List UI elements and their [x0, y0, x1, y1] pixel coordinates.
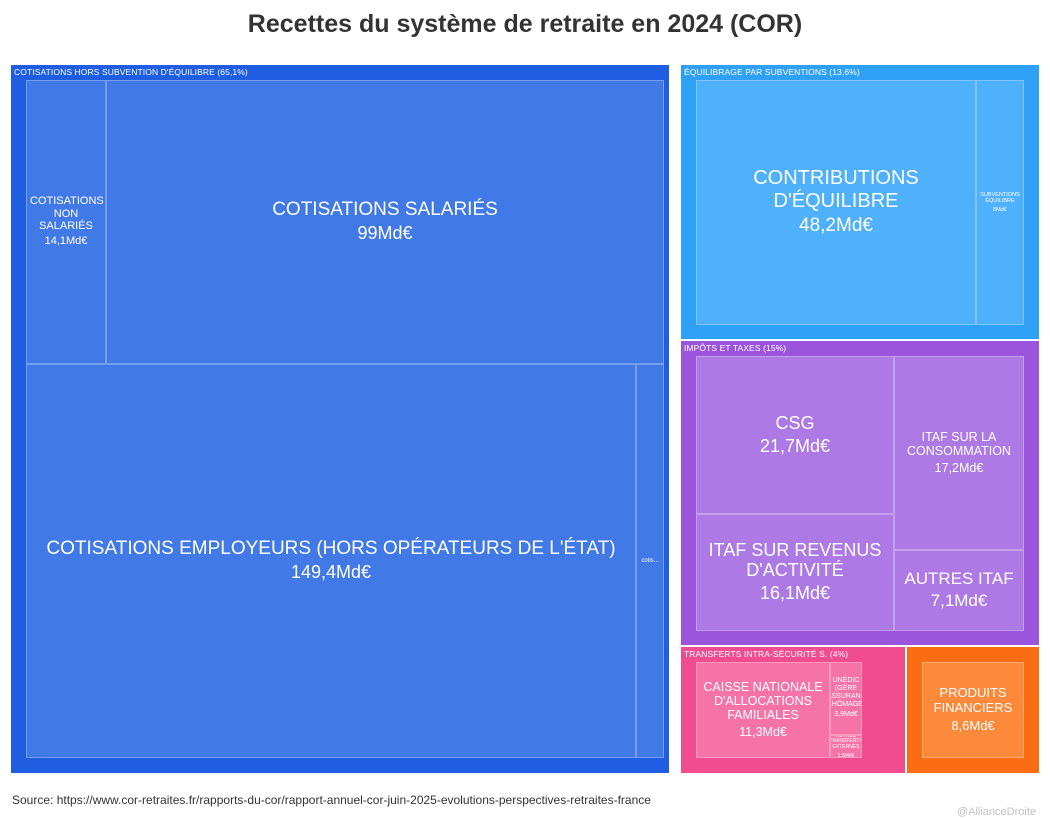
- cell-value: 3,9Md€: [834, 711, 858, 719]
- cell-value: 8,6Md€: [951, 718, 995, 734]
- cell-label: AUTRES ITAF: [904, 569, 1014, 589]
- cell-label: CONTRIBUTIONS D'ÉQUILIBRE: [753, 167, 919, 212]
- cell-label: cotis...: [641, 557, 659, 564]
- cell-value: 99Md€: [357, 223, 413, 244]
- cell-value: 14,1Md€: [44, 235, 88, 248]
- treemap-cell-autres-transferts-externes: AUTRES TRANSFERTS EXTERNES 1,8Md€: [830, 735, 862, 758]
- cell-label: AUTRES TRANSFERTS EXTERNES: [830, 735, 862, 750]
- cell-value: 149,4Md€: [290, 562, 372, 583]
- cell-label: COTISATIONS SALARIÉS: [272, 199, 498, 221]
- treemap-cell-autres-itaf: AUTRES ITAF 7,1Md€: [894, 550, 1024, 631]
- cell-value: 21,7Md€: [759, 435, 831, 456]
- treemap-cell-caisse-nationale-d-allocations-familiales: CAISSE NATIONALE D'ALLOCATIONS FAMILIALE…: [696, 662, 830, 758]
- cell-label: CAISSE NATIONALE D'ALLOCATIONS FAMILIALE…: [703, 680, 823, 722]
- group-label: ÉQUILIBRAGE PAR SUBVENTIONS (13,6%): [684, 67, 860, 77]
- cell-value: 17,2Md€: [934, 461, 984, 475]
- cell-value: 48,2Md€: [799, 214, 873, 236]
- treemap-cell-csg: CSG 21,7Md€: [696, 356, 894, 514]
- treemap-cell-subventions-equilibre: SUBVENTIONS ÉQUILIBRE 8Md€: [976, 80, 1024, 325]
- credit-watermark: @AllianceDroite: [956, 806, 1036, 818]
- cell-value: 16,1Md€: [759, 583, 831, 604]
- cell-label: SUBVENTIONS ÉQUILIBRE: [980, 191, 1020, 204]
- treemap-cell-produits-financiers: PRODUITS FINANCIERS 8,6Md€: [922, 662, 1024, 758]
- group-label: IMPÔTS ET TAXES (15%): [684, 343, 787, 353]
- cell-label: ITAF SUR LA CONSOMMATION: [907, 430, 1011, 458]
- treemap-cell-cotis: cotis...: [636, 364, 664, 758]
- chart-title: Recettes du système de retraite en 2024 …: [247, 10, 803, 38]
- cell-label: COTISATIONS NON SALARIÉS: [30, 195, 104, 233]
- treemap-cell-contributions-d-equilibre: CONTRIBUTIONS D'ÉQUILIBRE 48,2Md€: [696, 80, 976, 325]
- source-note: Source: https://www.cor-retraites.fr/rap…: [12, 793, 651, 807]
- treemap-cell-itaf-sur-la-consommation: ITAF SUR LA CONSOMMATION 17,2Md€: [894, 356, 1024, 550]
- treemap-cell-itaf-sur-revenus-d-activite: ITAF SUR REVENUS D'ACTIVITÉ 16,1Md€: [696, 514, 894, 631]
- treemap-cell-cotisations-employeurs-hors-operateurs-de-l-etat: COTISATIONS EMPLOYEURS (HORS OPÉRATEURS …: [26, 364, 636, 758]
- cell-value: 7,1Md€: [930, 591, 988, 611]
- treemap-cell-unedic-gere-l-assurance-chomage: UNÉDIC (GÈRE L'ASSURANCE CHÔMAGE) 3,9Md€: [830, 662, 862, 735]
- treemap-cell-cotisations-non-salaries: COTISATIONS NON SALARIÉS 14,1Md€: [26, 80, 106, 364]
- cell-label: COTISATIONS EMPLOYEURS (HORS OPÉRATEURS …: [46, 538, 616, 560]
- cell-label: CSG: [775, 412, 815, 433]
- group-label: COTISATIONS HORS SUBVENTION D'ÉQUILIBRE …: [14, 67, 248, 77]
- group-label: TRANSFERTS INTRA-SÉCURITÉ S. (4%): [684, 649, 849, 659]
- cell-value: 8Md€: [993, 206, 1007, 213]
- cell-label: ITAF SUR REVENUS D'ACTIVITÉ: [708, 540, 882, 581]
- cell-value: 1,8Md€: [837, 753, 855, 758]
- cell-label: UNÉDIC (GÈRE L'ASSURANCE CHÔMAGE): [831, 677, 861, 708]
- cell-label: PRODUITS FINANCIERS: [933, 685, 1013, 715]
- cell-value: 11,3Md€: [739, 725, 787, 739]
- treemap-cell-cotisations-salaries: COTISATIONS SALARIÉS 99Md€: [106, 80, 664, 364]
